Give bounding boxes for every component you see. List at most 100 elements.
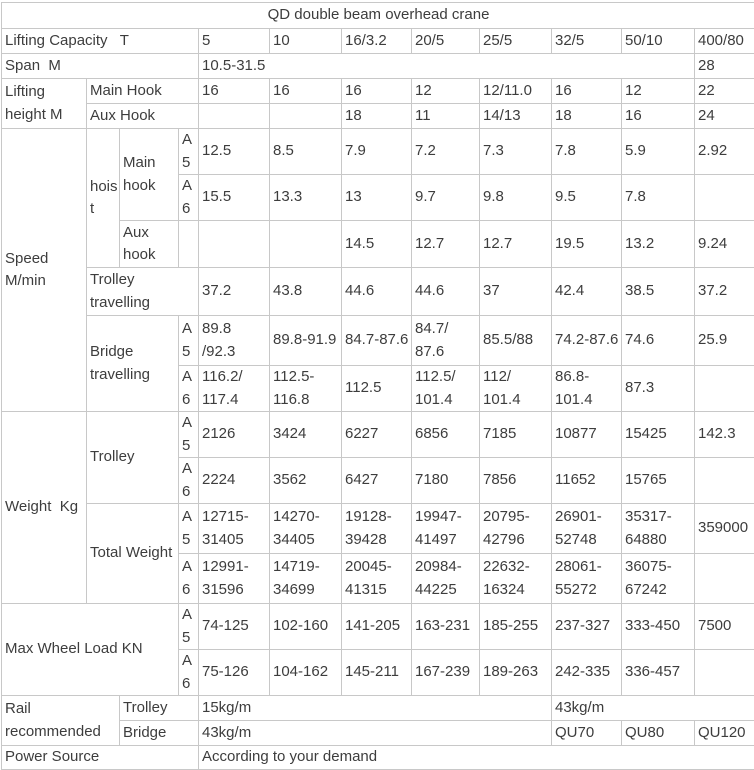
max-wheel-load-label: Max Wheel Load KN: [2, 604, 179, 696]
value-cell: 13: [342, 175, 412, 221]
value-cell: 16: [342, 79, 412, 104]
class-a5-label: A5: [179, 129, 199, 175]
weight-label: Weight Kg: [2, 412, 87, 604]
value-cell: 7.2: [412, 129, 480, 175]
value-cell: 7.9: [342, 129, 412, 175]
value-cell: 12: [412, 79, 480, 104]
value-cell: 8.5: [270, 129, 342, 175]
value-cell: 9.5: [552, 175, 622, 221]
total-weight-label: Total Weight: [87, 504, 179, 604]
table-title: QD double beam overhead crane: [2, 3, 754, 29]
value-cell: 28: [695, 54, 754, 79]
table-row-height-aux: Aux Hook 18 11 14/13 18 16 24: [2, 104, 754, 129]
table-row-trolley-weight-a5: Weight Kg Trolley A5 2126 3424 6227 6856…: [2, 412, 754, 458]
table-row-title: QD double beam overhead crane: [2, 3, 754, 29]
value-cell: 104-162: [270, 650, 342, 696]
value-cell: 37.2: [695, 268, 754, 316]
rail-trolley-label: Trolley: [120, 696, 199, 721]
class-a6-label: A6: [179, 650, 199, 696]
value-cell: 7.8: [552, 129, 622, 175]
value-cell: 89.8 /92.3: [199, 316, 270, 366]
rail-recommended-label: Rail recommended: [2, 696, 120, 746]
bridge-travelling-label: Bridge travelling: [87, 316, 179, 412]
value-cell: 400/80: [695, 29, 754, 54]
value-cell: 15425: [622, 412, 695, 458]
value-cell: 26901- 52748: [552, 504, 622, 554]
value-cell: 50/10: [622, 29, 695, 54]
value-cell: 12.7: [480, 221, 552, 268]
class-a6-label: A6: [179, 554, 199, 604]
value-cell: 237-327: [552, 604, 622, 650]
class-a6-label: A6: [179, 175, 199, 221]
value-cell: 112.5/ 101.4: [412, 366, 480, 412]
value-cell: 112.5: [342, 366, 412, 412]
speed-label: Speed M/min: [2, 129, 87, 412]
value-cell: 7.8: [622, 175, 695, 221]
value-cell: 141-205: [342, 604, 412, 650]
value-cell: 84.7-87.6: [342, 316, 412, 366]
value-cell: 16: [270, 79, 342, 104]
value-cell: 12: [622, 79, 695, 104]
table-row-rail-trolley: Rail recommended Trolley 15kg/m 43kg/m: [2, 696, 754, 721]
table-row-span: Span M 10.5-31.5 28: [2, 54, 754, 79]
value-cell: 74-125: [199, 604, 270, 650]
value-cell: 25.9: [695, 316, 754, 366]
value-cell: 43kg/m: [199, 721, 552, 746]
class-a5-label: A5: [179, 412, 199, 458]
value-cell: 12991- 31596: [199, 554, 270, 604]
value-cell: 242-335: [552, 650, 622, 696]
value-cell: 6227: [342, 412, 412, 458]
value-cell: 74.6: [622, 316, 695, 366]
value-cell: [695, 175, 754, 221]
value-cell: 44.6: [412, 268, 480, 316]
value-cell: 20984- 44225: [412, 554, 480, 604]
main-hook-label: Main hook: [120, 129, 179, 221]
class-a6-label: A6: [179, 366, 199, 412]
table-row-power-source: Power Source According to your demand: [2, 746, 754, 770]
class-a5-label: A5: [179, 316, 199, 366]
value-cell: 19947- 41497: [412, 504, 480, 554]
table-row-height-main: Lifting height M Main Hook 16 16 16 12 1…: [2, 79, 754, 104]
value-cell: 75-126: [199, 650, 270, 696]
value-cell: 14270- 34405: [270, 504, 342, 554]
value-cell: 19128- 39428: [342, 504, 412, 554]
value-cell: 11: [412, 104, 480, 129]
value-cell: 5.9: [622, 129, 695, 175]
power-source-label: Power Source: [2, 746, 199, 770]
span-label: Span M: [2, 54, 199, 79]
value-cell: QU120: [695, 721, 754, 746]
value-cell: 22: [695, 79, 754, 104]
value-cell: 7185: [480, 412, 552, 458]
value-cell: 185-255: [480, 604, 552, 650]
value-cell: 15765: [622, 458, 695, 504]
value-cell: [199, 221, 270, 268]
value-cell: 116.2/ 117.4: [199, 366, 270, 412]
value-cell: 37.2: [199, 268, 270, 316]
value-cell: 145-211: [342, 650, 412, 696]
value-cell: 12.7: [412, 221, 480, 268]
value-cell: 20795- 42796: [480, 504, 552, 554]
table-row-trolley-travelling: Trolley travelling 37.2 43.8 44.6 44.6 3…: [2, 268, 754, 316]
value-cell: 112/ 101.4: [480, 366, 552, 412]
class-a5-label: A5: [179, 504, 199, 554]
value-cell: 44.6: [342, 268, 412, 316]
value-cell: [695, 554, 754, 604]
hoist-label: hoist: [87, 129, 120, 268]
value-cell: 336-457: [622, 650, 695, 696]
rail-bridge-label: Bridge: [120, 721, 199, 746]
table-row-speed-main-a5: Speed M/min hoist Main hook A5 12.5 8.5 …: [2, 129, 754, 175]
value-cell: 359000: [695, 504, 754, 554]
value-cell: [695, 650, 754, 696]
trolley-weight-label: Trolley: [87, 412, 179, 504]
value-cell: 14719- 34699: [270, 554, 342, 604]
value-cell: 16/3.2: [342, 29, 412, 54]
value-cell: 2224: [199, 458, 270, 504]
value-cell: [695, 458, 754, 504]
value-cell: 15.5: [199, 175, 270, 221]
value-cell: 9.24: [695, 221, 754, 268]
value-cell: 18: [342, 104, 412, 129]
value-cell: 102-160: [270, 604, 342, 650]
value-cell: 32/5: [552, 29, 622, 54]
value-cell: [199, 104, 270, 129]
